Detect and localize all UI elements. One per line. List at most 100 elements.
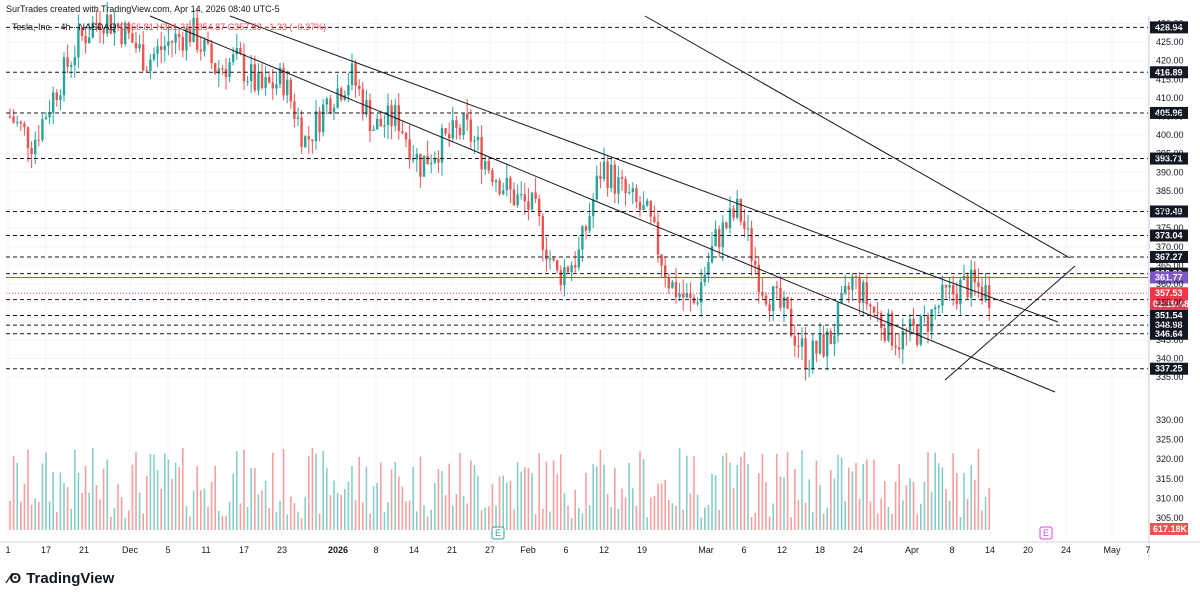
volume-bar — [70, 508, 72, 530]
candle — [196, 8, 199, 54]
candle-body — [275, 84, 278, 89]
candle-body — [876, 312, 879, 314]
candle — [210, 39, 213, 70]
candle — [908, 314, 912, 342]
candle-body — [894, 345, 897, 348]
volume-bar — [419, 456, 422, 530]
candle — [498, 178, 501, 196]
volume-bar — [182, 448, 184, 530]
volume-bar — [340, 494, 342, 530]
candle-body — [52, 92, 55, 113]
purple-level-tag — [1150, 271, 1188, 284]
volume-bar — [941, 467, 944, 530]
candle — [919, 314, 922, 347]
candle-body — [196, 17, 199, 50]
candle-body — [401, 131, 404, 133]
candle — [448, 122, 451, 147]
candle-body — [487, 161, 490, 171]
candle — [124, 20, 127, 47]
candle — [95, 9, 98, 32]
volume-bar — [848, 467, 850, 530]
volume-bar — [45, 452, 47, 530]
volume-tick-label: 310.00 — [1156, 494, 1184, 504]
candle — [106, 1, 109, 37]
tradingview-brand[interactable]: ⁄ʘ TradingView — [8, 570, 114, 587]
candle-body — [127, 22, 130, 34]
candle — [134, 31, 138, 54]
volume-bar — [862, 464, 864, 530]
volume-bar — [682, 509, 684, 530]
volume-bar — [722, 455, 724, 530]
candle-body — [628, 192, 631, 194]
candle — [84, 30, 87, 54]
volume-bar — [279, 500, 281, 530]
volume-bar — [394, 462, 396, 530]
candle — [808, 359, 811, 378]
volume-bar — [750, 517, 753, 530]
volume-last-tag — [1150, 523, 1188, 535]
volume-bar — [214, 465, 216, 530]
volume-bar — [153, 454, 155, 530]
candle-body — [574, 265, 577, 268]
candle — [102, 27, 105, 45]
volume-bar — [689, 493, 692, 530]
time-tick-label: 21 — [79, 545, 89, 555]
time-tick-label: Dec — [122, 545, 139, 555]
candle-body — [30, 147, 33, 154]
volume-bar — [401, 486, 404, 530]
candle — [127, 21, 130, 40]
candle-body — [455, 120, 458, 128]
time-tick-label: 14 — [985, 545, 995, 555]
candle-body — [887, 312, 890, 341]
candle-body — [790, 308, 793, 336]
candle — [325, 96, 328, 115]
candle-body — [588, 216, 591, 231]
candle-body — [761, 291, 764, 296]
candle-body — [264, 77, 267, 88]
candle-body — [415, 153, 418, 160]
candle-body — [329, 98, 332, 113]
candle-body — [440, 128, 444, 163]
candle-body — [984, 285, 987, 301]
candle-body — [955, 294, 958, 305]
candle-body — [217, 68, 220, 74]
level-tag-label: 367.27 — [1155, 252, 1183, 262]
volume-bar — [905, 485, 908, 530]
volume-bar — [711, 473, 713, 530]
volume-bar — [657, 483, 659, 530]
volume-bar — [308, 456, 310, 530]
volume-bar — [768, 516, 771, 530]
candle — [48, 99, 51, 125]
volume-bar — [441, 471, 443, 530]
volume-bar — [347, 481, 350, 530]
volume-bar — [923, 481, 926, 530]
candle — [937, 304, 940, 315]
price-tick-label: 360.00 — [1156, 279, 1184, 289]
symbol-name: Tesla, Inc. · 4h · NASDAQ — [12, 22, 117, 32]
level-tag-label: 348.98 — [1155, 320, 1183, 330]
candle — [329, 94, 332, 115]
volume-bar — [254, 468, 256, 530]
candle — [192, 10, 195, 43]
volume-bar — [156, 470, 159, 530]
candle-body — [750, 228, 753, 261]
candle-body — [397, 105, 400, 132]
candle-body — [412, 159, 415, 161]
volume-bar — [797, 499, 800, 530]
candle — [221, 65, 224, 75]
candle — [862, 279, 865, 317]
candle — [408, 124, 411, 169]
volume-bar — [714, 475, 717, 530]
candle-body — [880, 313, 883, 329]
candle-body — [534, 192, 537, 200]
volume-bar — [383, 512, 386, 530]
volume-bar — [840, 457, 843, 530]
candle-body — [340, 88, 343, 100]
candle-body — [131, 33, 134, 43]
candle-body — [926, 315, 930, 332]
candle-body — [689, 293, 692, 298]
candle — [300, 110, 303, 154]
candle — [282, 62, 285, 101]
candle — [638, 195, 642, 217]
